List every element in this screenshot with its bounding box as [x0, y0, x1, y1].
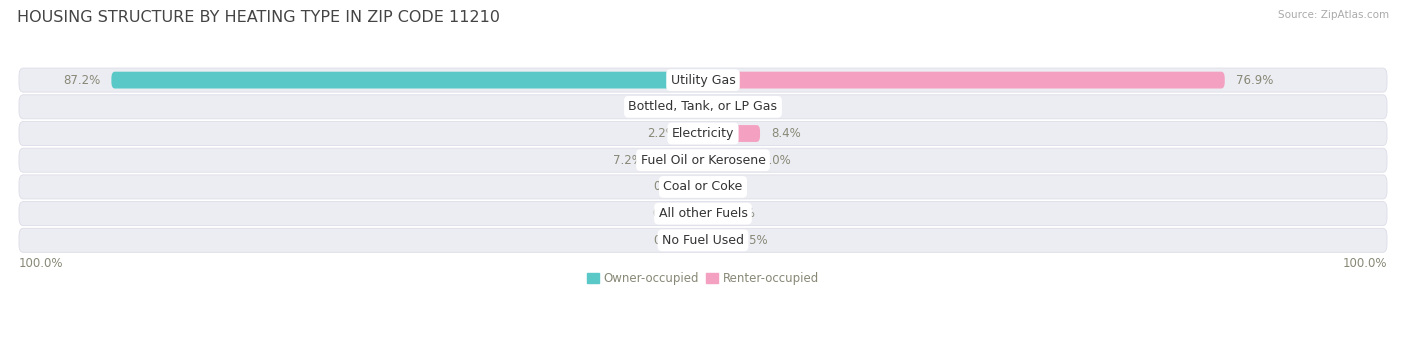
Text: 7.0%: 7.0%	[762, 154, 792, 167]
Text: 0.17%: 0.17%	[654, 234, 690, 247]
Text: All other Fuels: All other Fuels	[658, 207, 748, 220]
FancyBboxPatch shape	[20, 202, 1386, 226]
FancyBboxPatch shape	[111, 72, 703, 89]
Text: Fuel Oil or Kerosene: Fuel Oil or Kerosene	[641, 154, 765, 167]
FancyBboxPatch shape	[703, 125, 761, 142]
Text: Utility Gas: Utility Gas	[671, 74, 735, 87]
Text: 100.0%: 100.0%	[20, 257, 63, 270]
FancyBboxPatch shape	[703, 152, 751, 168]
Text: 100.0%: 100.0%	[1343, 257, 1386, 270]
Text: 87.2%: 87.2%	[63, 74, 100, 87]
Text: Source: ZipAtlas.com: Source: ZipAtlas.com	[1278, 10, 1389, 20]
FancyBboxPatch shape	[654, 152, 703, 168]
FancyBboxPatch shape	[700, 178, 706, 195]
Text: 76.9%: 76.9%	[1236, 74, 1272, 87]
Text: 8.4%: 8.4%	[770, 127, 801, 140]
Text: Electricity: Electricity	[672, 127, 734, 140]
FancyBboxPatch shape	[20, 95, 1386, 119]
FancyBboxPatch shape	[703, 205, 714, 222]
FancyBboxPatch shape	[20, 148, 1386, 172]
FancyBboxPatch shape	[20, 228, 1386, 252]
Text: Coal or Coke: Coal or Coke	[664, 180, 742, 193]
FancyBboxPatch shape	[700, 205, 704, 222]
FancyBboxPatch shape	[20, 175, 1386, 199]
FancyBboxPatch shape	[700, 178, 704, 195]
FancyBboxPatch shape	[703, 72, 1225, 89]
FancyBboxPatch shape	[20, 68, 1386, 92]
FancyBboxPatch shape	[20, 121, 1386, 146]
Text: Bottled, Tank, or LP Gas: Bottled, Tank, or LP Gas	[628, 100, 778, 113]
Text: 2.6%: 2.6%	[644, 100, 675, 113]
Text: 7.2%: 7.2%	[613, 154, 643, 167]
Text: 0.35%: 0.35%	[652, 207, 689, 220]
Text: HOUSING STRUCTURE BY HEATING TYPE IN ZIP CODE 11210: HOUSING STRUCTURE BY HEATING TYPE IN ZIP…	[17, 10, 501, 25]
Text: 0.27%: 0.27%	[652, 180, 690, 193]
FancyBboxPatch shape	[688, 125, 703, 142]
FancyBboxPatch shape	[685, 99, 703, 115]
FancyBboxPatch shape	[703, 232, 727, 249]
Text: 0.0%: 0.0%	[714, 180, 744, 193]
FancyBboxPatch shape	[703, 99, 720, 115]
Text: 2.2%: 2.2%	[647, 127, 678, 140]
Legend: Owner-occupied, Renter-occupied: Owner-occupied, Renter-occupied	[582, 267, 824, 290]
Text: 3.5%: 3.5%	[738, 234, 768, 247]
Text: 1.7%: 1.7%	[725, 207, 755, 220]
Text: 2.5%: 2.5%	[731, 100, 761, 113]
Text: No Fuel Used: No Fuel Used	[662, 234, 744, 247]
FancyBboxPatch shape	[700, 232, 706, 249]
